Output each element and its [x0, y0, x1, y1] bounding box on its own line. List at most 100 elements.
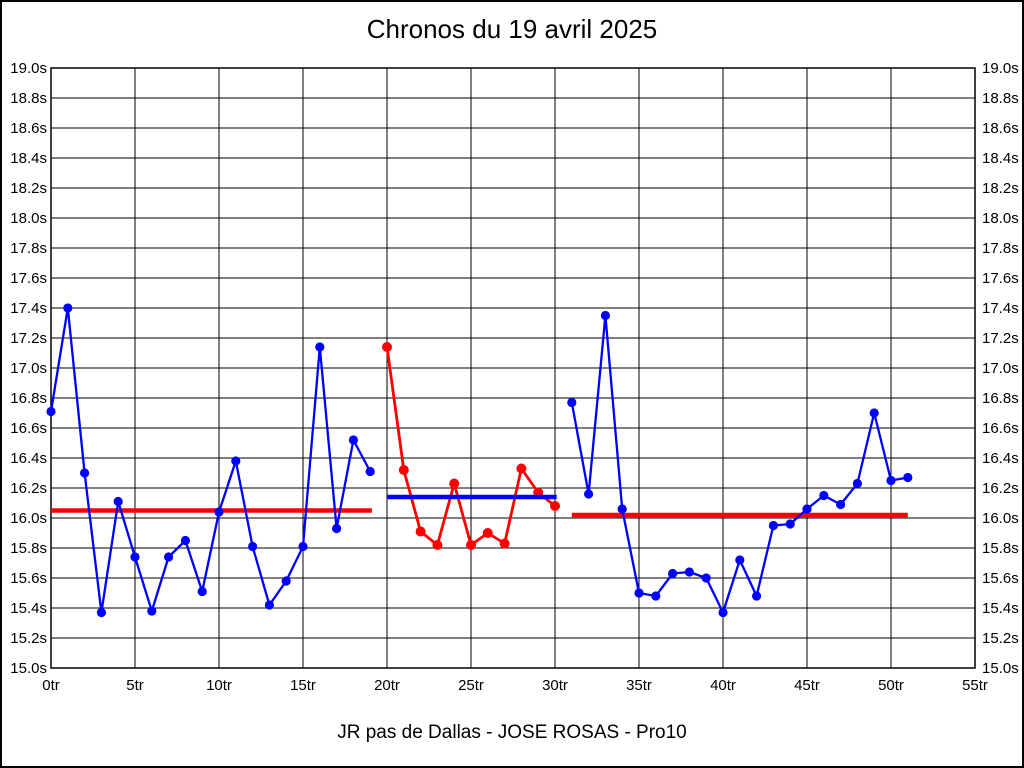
y-tick-label-right: 18.4s — [982, 150, 1019, 167]
stint-2-lap-times-point — [466, 540, 476, 550]
chart-footer-caption: JR pas de Dallas - JOSE ROSAS - Pro10 — [337, 722, 687, 743]
x-tick-label: 40tr — [710, 677, 736, 694]
y-tick-label-left: 17.2s — [10, 330, 47, 347]
stint-1-lap-times-point — [281, 576, 291, 586]
x-tick-label: 35tr — [626, 677, 652, 694]
stint-1-lap-times-point — [298, 541, 308, 552]
y-tick-label-left: 18.6s — [10, 120, 47, 137]
y-tick-label-right: 15.2s — [982, 630, 1019, 647]
stint-3-lap-times-line — [570, 314, 909, 614]
x-tick-label: 55tr — [962, 677, 988, 694]
y-tick-label-left: 16.4s — [10, 450, 47, 467]
stint-3-lap-times-point — [567, 397, 577, 408]
stint-3-lap-times-point — [852, 478, 863, 489]
stint-2-lap-times-point — [550, 501, 560, 511]
y-tick-label-right: 16.4s — [982, 450, 1019, 467]
stint-1-lap-times-point — [130, 552, 140, 562]
y-tick-label-left: 18.4s — [10, 150, 47, 167]
y-tick-label-left: 16.8s — [10, 390, 47, 407]
y-tick-label-left: 15.0s — [10, 660, 47, 677]
y-tick-label-left: 18.8s — [10, 90, 47, 107]
x-tick-label: 45tr — [794, 677, 820, 694]
stint-3-lap-times-point — [836, 499, 846, 510]
y-tick-label-left: 17.6s — [10, 270, 47, 287]
stint-3-lap-times-point — [584, 489, 594, 499]
y-tick-label-right: 18.2s — [982, 180, 1019, 197]
stint-3-lap-times-point — [668, 568, 678, 579]
stint-3-lap-times-point — [802, 504, 812, 514]
y-tick-label-right: 17.6s — [982, 270, 1019, 287]
stint-1-lap-times-point — [248, 541, 258, 552]
y-tick-label-left: 18.2s — [10, 180, 47, 197]
stint-3-lap-times-point — [651, 591, 661, 601]
stint-3-lap-times-point — [735, 555, 745, 565]
x-tick-label: 50tr — [878, 677, 904, 694]
stint-3-lap-times-point — [785, 519, 795, 529]
x-tick-label: 15tr — [290, 677, 316, 694]
stint-2-lap-times-point — [415, 526, 426, 537]
y-tick-label-right: 16.8s — [982, 390, 1019, 407]
plot-frame — [50, 67, 976, 669]
stint-2-lap-times-point — [432, 540, 443, 550]
stint-1-lap-times-point — [214, 507, 224, 517]
y-tick-label-right: 15.6s — [982, 570, 1019, 587]
y-tick-label-right: 19.0s — [982, 60, 1019, 77]
stint-1-lap-times-point — [46, 406, 56, 417]
stint-3-lap-times-point — [600, 310, 611, 321]
stint-3-lap-times-point — [869, 408, 879, 418]
stint-2-lap-times-point — [499, 538, 510, 549]
stint-1-lap-times-point — [164, 552, 174, 562]
y-tick-label-left: 15.6s — [10, 570, 47, 587]
y-tick-label-left: 18.0s — [10, 210, 47, 227]
stint-1-lap-times-line — [49, 306, 372, 614]
y-tick-label-left: 16.0s — [10, 510, 47, 527]
stint-3-lap-times-point — [617, 504, 627, 514]
x-tick-label: 0tr — [42, 677, 60, 694]
stint-2-lap-times-point — [482, 528, 493, 538]
chart-title: Chronos du 19 avril 2025 — [366, 14, 658, 44]
stint-3-lap-times-point — [718, 607, 728, 618]
stint-3-lap-times-point — [886, 475, 896, 486]
y-tick-label-left: 17.4s — [10, 300, 47, 317]
stint-3-lap-times-point — [768, 520, 779, 531]
y-tick-label-right: 16.6s — [982, 420, 1019, 437]
stint-1-lap-times-point — [231, 456, 241, 466]
stint-1-lap-times-point — [332, 523, 342, 534]
stint-1-lap-times-point — [197, 586, 207, 597]
x-tick-label: 25tr — [458, 677, 484, 694]
y-tick-label-right: 17.4s — [982, 300, 1019, 317]
y-tick-label-left: 16.2s — [10, 480, 47, 497]
y-tick-label-right: 17.2s — [982, 330, 1019, 347]
x-tick-label: 30tr — [542, 677, 568, 694]
stint-1-lap-times-point — [315, 342, 325, 352]
stint-1-lap-times-point — [180, 535, 190, 546]
stint-1-lap-times-point — [365, 466, 375, 477]
stint-1-lap-times-point — [264, 600, 274, 610]
stint-2-lap-times-point — [382, 342, 392, 352]
y-tick-label-left: 19.0s — [10, 60, 47, 77]
y-tick-label-right: 15.0s — [982, 660, 1019, 677]
stint-2-lap-times-point — [398, 465, 409, 475]
stint-3-lap-times-point — [701, 573, 711, 583]
stint-1-lap-times-point — [147, 606, 157, 616]
y-tick-label-left: 15.2s — [10, 630, 47, 647]
stint-3-lap-times-point — [634, 588, 644, 598]
y-tick-label-right: 16.0s — [982, 510, 1019, 527]
stint-3-lap-times-point — [752, 591, 762, 601]
stint-1-lap-times-point — [80, 468, 90, 478]
stint-2-lap-times-point — [516, 463, 527, 474]
y-tick-label-left: 15.8s — [10, 540, 47, 557]
x-tick-label: 10tr — [206, 677, 232, 694]
y-tick-label-left: 16.6s — [10, 420, 47, 437]
x-tick-label: 5tr — [126, 677, 144, 694]
y-tick-label-left: 17.8s — [10, 240, 47, 257]
y-tick-label-right: 15.4s — [982, 600, 1019, 617]
y-tick-label-right: 18.8s — [982, 90, 1019, 107]
stint-1-lap-times-point — [96, 607, 106, 618]
y-tick-label-right: 18.6s — [982, 120, 1019, 137]
y-tick-label-right: 17.8s — [982, 240, 1019, 257]
x-tick-label: 20tr — [374, 677, 400, 694]
stint-1-lap-times-point — [348, 435, 358, 445]
